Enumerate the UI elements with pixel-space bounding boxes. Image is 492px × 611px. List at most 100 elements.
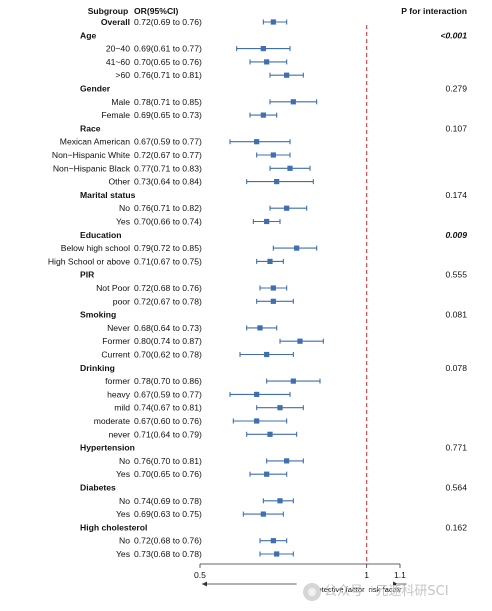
group-label: Drinking bbox=[80, 363, 115, 373]
subgroup-row: High School or above 0.71(0.67 to 0.75) bbox=[48, 256, 284, 266]
subgroup-label: No bbox=[119, 536, 130, 546]
subgroup-row: No 0.76(0.71 to 0.82) bbox=[119, 203, 308, 213]
subgroup-label: Not Poor bbox=[96, 283, 130, 293]
or-point bbox=[284, 205, 290, 211]
group-row: High cholesterol 0.162 bbox=[80, 522, 467, 532]
subgroup-label: mild bbox=[114, 403, 130, 413]
watermark-text: 公众号 · 元速科研SCI bbox=[324, 584, 449, 599]
subgroup-label: never bbox=[109, 429, 131, 439]
p-value: 0.771 bbox=[445, 443, 467, 453]
header-or: OR(95%CI) bbox=[134, 6, 179, 16]
subgroup-label: Never bbox=[107, 323, 130, 333]
p-value: 0.564 bbox=[445, 483, 467, 493]
group-row: Hypertension 0.771 bbox=[80, 443, 467, 453]
group-label: Marital status bbox=[80, 190, 136, 200]
or-point bbox=[264, 471, 270, 477]
subgroup-label: Male bbox=[111, 97, 130, 107]
subgroup-label: Non−Hispanic White bbox=[52, 150, 130, 160]
subgroup-label: former bbox=[105, 376, 130, 386]
tick-label: 0.5 bbox=[194, 570, 206, 580]
or-point bbox=[264, 351, 270, 358]
subgroup-row: >60 0.76(0.71 to 0.81) bbox=[115, 70, 304, 80]
subgroup-row: Male 0.78(0.71 to 0.85) bbox=[111, 97, 318, 107]
group-row: Gender 0.279 bbox=[80, 84, 467, 94]
subgroup-row: mild 0.74(0.67 to 0.81) bbox=[114, 403, 304, 413]
p-value: <0.001 bbox=[440, 30, 467, 40]
subgroup-label: High School or above bbox=[48, 256, 130, 266]
or-ci-text: 0.68(0.64 to 0.73) bbox=[134, 323, 202, 333]
subgroup-label: Yes bbox=[116, 469, 130, 479]
or-ci-text: 0.76(0.71 to 0.82) bbox=[134, 203, 202, 213]
or-ci-text: 0.69(0.61 to 0.77) bbox=[134, 44, 202, 54]
or-ci-text: 0.67(0.60 to 0.76) bbox=[134, 416, 202, 426]
p-value: 0.162 bbox=[445, 522, 467, 532]
x-axis: 0.5 1 1.1 bbox=[194, 563, 407, 587]
or-point bbox=[254, 418, 260, 424]
or-point bbox=[287, 165, 293, 171]
or-ci-text: 0.73(0.68 to 0.78) bbox=[134, 549, 202, 559]
subgroup-label: Former bbox=[102, 336, 130, 346]
group-row: Diabetes 0.564 bbox=[80, 483, 467, 493]
p-value: 0.555 bbox=[445, 270, 467, 280]
subgroup-row: 20~40 0.69(0.61 to 0.77) bbox=[106, 44, 291, 54]
subgroup-row: Overall 0.72(0.69 to 0.76) bbox=[101, 17, 288, 27]
or-point bbox=[284, 458, 290, 464]
group-label: Hypertension bbox=[80, 443, 135, 453]
or-point bbox=[284, 72, 290, 78]
or-ci-text: 0.69(0.65 to 0.73) bbox=[134, 110, 202, 120]
group-label: PIR bbox=[80, 270, 95, 280]
arrow-right-icon bbox=[393, 581, 398, 587]
subgroup-row: Yes 0.69(0.63 to 0.75) bbox=[116, 509, 284, 519]
subgroup-row: Yes 0.70(0.66 to 0.74) bbox=[116, 217, 281, 227]
subgroup-row: No 0.74(0.69 to 0.78) bbox=[119, 496, 294, 506]
subgroup-row: No 0.76(0.70 to 0.81) bbox=[119, 456, 304, 466]
subgroup-row: 41~60 0.70(0.65 to 0.76) bbox=[106, 57, 288, 67]
group-row: Marital status 0.174 bbox=[80, 190, 467, 200]
group-label: Education bbox=[80, 230, 122, 240]
or-ci-text: 0.74(0.67 to 0.81) bbox=[134, 403, 202, 413]
or-ci-text: 0.76(0.70 to 0.81) bbox=[134, 456, 202, 466]
header-p: P for interaction bbox=[401, 6, 467, 16]
or-ci-text: 0.78(0.70 to 0.86) bbox=[134, 376, 202, 386]
or-ci-text: 0.70(0.65 to 0.76) bbox=[134, 57, 202, 67]
subgroup-row: poor 0.72(0.67 to 0.78) bbox=[113, 296, 294, 306]
subgroup-label: No bbox=[119, 456, 130, 466]
or-ci-text: 0.74(0.69 to 0.78) bbox=[134, 496, 202, 506]
p-value: 0.078 bbox=[445, 363, 467, 373]
subgroup-label: Other bbox=[109, 177, 131, 187]
subgroup-label: Current bbox=[101, 350, 130, 360]
or-ci-text: 0.72(0.69 to 0.76) bbox=[134, 17, 202, 27]
annotation-risk: risk factor bbox=[369, 585, 402, 594]
group-label: Race bbox=[80, 123, 101, 133]
or-point bbox=[264, 218, 270, 225]
or-point bbox=[277, 405, 283, 411]
subgroup-row: No 0.72(0.68 to 0.76) bbox=[119, 536, 288, 546]
or-ci-text: 0.78(0.71 to 0.85) bbox=[134, 97, 202, 107]
subgroup-row: Mexican American 0.67(0.59 to 0.77) bbox=[60, 137, 291, 147]
or-ci-text: 0.72(0.68 to 0.76) bbox=[134, 536, 202, 546]
subgroup-label: moderate bbox=[94, 416, 131, 426]
watermark: 公众号 · 元速科研SCI bbox=[303, 580, 449, 601]
subgroup-row: Not Poor 0.72(0.68 to 0.76) bbox=[96, 283, 288, 293]
subgroup-row: Former 0.80(0.74 to 0.87) bbox=[102, 336, 324, 346]
p-value: 0.107 bbox=[445, 123, 467, 133]
subgroup-row: Below high school 0.79(0.72 to 0.85) bbox=[61, 243, 318, 253]
or-ci-text: 0.70(0.62 to 0.78) bbox=[134, 350, 202, 360]
or-ci-text: 0.71(0.64 to 0.79) bbox=[134, 429, 202, 439]
subgroup-label: No bbox=[119, 203, 130, 213]
p-value: 0.279 bbox=[445, 84, 467, 94]
or-ci-text: 0.67(0.59 to 0.77) bbox=[134, 137, 202, 147]
subgroup-label: 41~60 bbox=[106, 57, 130, 67]
subgroup-row: never 0.71(0.64 to 0.79) bbox=[109, 429, 298, 439]
group-row: Age <0.001 bbox=[80, 30, 467, 40]
p-value: 0.009 bbox=[445, 230, 467, 240]
or-point bbox=[270, 298, 276, 304]
or-point bbox=[274, 179, 280, 185]
group-label: Age bbox=[80, 30, 96, 40]
or-point bbox=[267, 258, 273, 264]
or-point bbox=[270, 152, 276, 158]
group-label: Diabetes bbox=[80, 483, 116, 493]
annotation-protective: protective factor bbox=[311, 585, 365, 594]
or-point bbox=[290, 99, 296, 105]
rows: Overall 0.72(0.69 to 0.76) Age <0.001 20~40 0… bbox=[48, 17, 467, 559]
